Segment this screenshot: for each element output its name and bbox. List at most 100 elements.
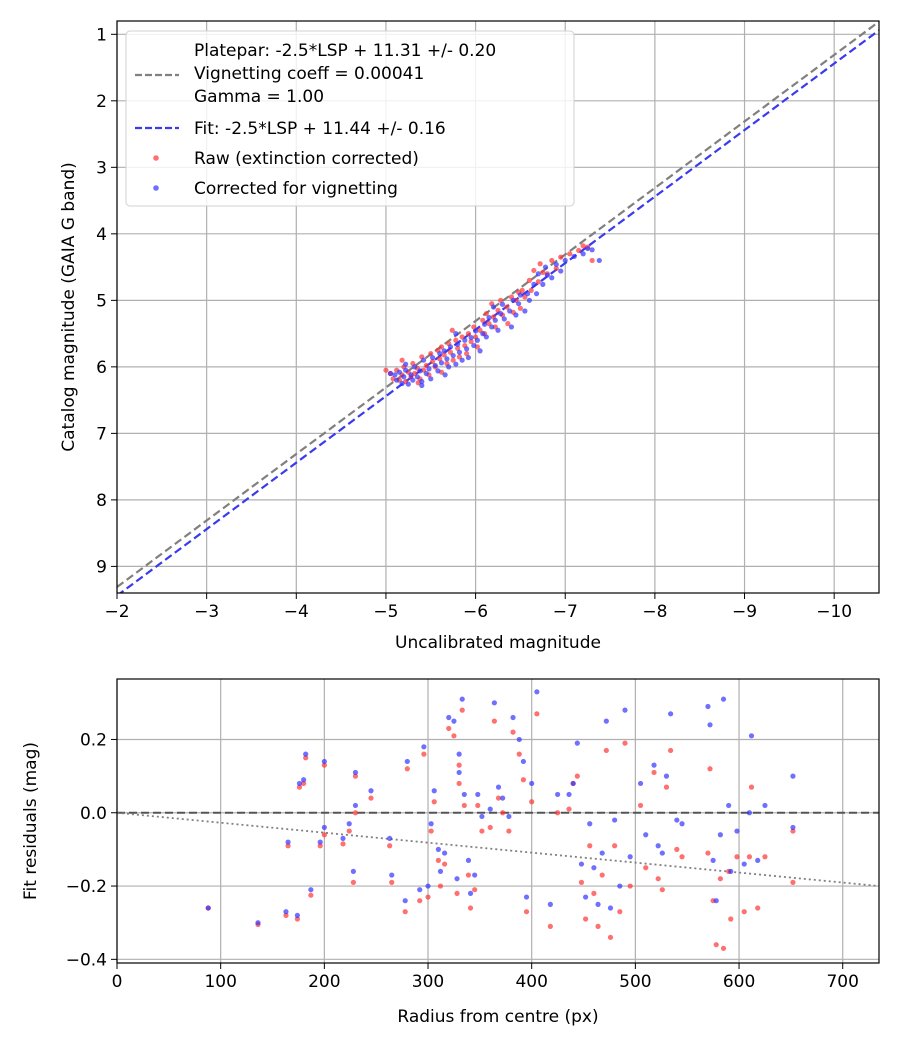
point-corrected-for-vignetting [417, 368, 423, 374]
x-tick-label: 300 [412, 972, 444, 992]
point-corrected-for-vignetting [462, 337, 468, 343]
point-corrected-for-vignetting [583, 894, 589, 900]
point-raw-extinction-corrected [607, 934, 614, 940]
point-corrected-for-vignetting [410, 377, 416, 383]
point-corrected-for-vignetting [423, 370, 429, 377]
point-raw-extinction-corrected [599, 872, 605, 878]
point-corrected-for-vignetting [389, 872, 395, 878]
point-corrected-for-vignetting [713, 898, 719, 904]
point-corrected-for-vignetting [441, 348, 447, 354]
x-tick-label: −5 [373, 602, 398, 622]
point-corrected-for-vignetting [428, 376, 434, 382]
point-raw-extinction-corrected [468, 338, 474, 345]
y-tick-label: 4 [96, 225, 107, 245]
point-raw-extinction-corrected [480, 317, 486, 323]
x-tick-label: −4 [284, 602, 309, 622]
point-corrected-for-vignetting [350, 868, 356, 874]
point-corrected-for-vignetting [461, 791, 467, 798]
legend-label-platepar: Platepar: -2.5*LSP + 11.31 +/- 0.20 [194, 41, 496, 61]
point-corrected-for-vignetting [490, 304, 497, 310]
x-tick-label: −2 [104, 602, 129, 622]
point-raw-extinction-corrected [547, 923, 553, 929]
point-corrected-for-vignetting [501, 316, 507, 322]
point-raw-extinction-corrected [321, 832, 327, 838]
point-raw-extinction-corrected [558, 254, 564, 260]
point-corrected-for-vignetting [472, 872, 478, 878]
y-tick-label: 0.0 [80, 804, 107, 824]
point-raw-extinction-corrected [475, 802, 481, 809]
point-raw-extinction-corrected [576, 247, 582, 254]
point-corrected-for-vignetting [394, 377, 400, 383]
point-corrected-for-vignetting [321, 758, 327, 765]
point-corrected-for-vignetting [450, 352, 456, 359]
point-raw-extinction-corrected [285, 843, 291, 849]
point-raw-extinction-corrected [713, 942, 719, 948]
point-corrected-for-vignetting [396, 369, 402, 375]
point-corrected-for-vignetting [612, 817, 618, 823]
point-corrected-for-vignetting [480, 331, 486, 337]
point-raw-extinction-corrected [578, 879, 585, 885]
point-corrected-for-vignetting [499, 301, 506, 307]
point-raw-extinction-corrected [531, 267, 537, 274]
point-corrected-for-vignetting [492, 317, 498, 323]
point-raw-extinction-corrected [707, 766, 713, 772]
legend-box [125, 30, 575, 207]
point-raw-extinction-corrected [442, 861, 448, 867]
point-corrected-for-vignetting [574, 740, 580, 746]
point-corrected-for-vignetting [558, 268, 564, 274]
point-corrected-for-vignetting [637, 780, 644, 787]
y-tick-label: 7 [96, 424, 107, 444]
point-raw-extinction-corrected [301, 780, 307, 787]
point-corrected-for-vignetting [710, 857, 716, 863]
point-corrected-for-vignetting [679, 821, 685, 827]
point-corrected-for-vignetting [429, 354, 436, 361]
bottom-x-axis-label: Radius from centre (px) [397, 1007, 598, 1027]
point-corrected-for-vignetting [741, 861, 747, 867]
point-raw-extinction-corrected [303, 755, 309, 761]
point-raw-extinction-corrected [534, 711, 540, 717]
point-corrected-for-vignetting [487, 806, 493, 812]
point-corrected-for-vignetting [566, 791, 572, 798]
point-raw-extinction-corrected [728, 916, 734, 922]
point-raw-extinction-corrected [674, 846, 680, 853]
point-corrected-for-vignetting [285, 839, 291, 845]
point-corrected-for-vignetting [479, 813, 485, 820]
point-raw-extinction-corrected [734, 854, 740, 860]
point-raw-extinction-corrected [294, 916, 300, 922]
point-corrected-for-vignetting [432, 362, 438, 369]
point-corrected-for-vignetting [435, 846, 441, 853]
point-raw-extinction-corrected [487, 824, 493, 831]
point-raw-extinction-corrected [663, 784, 670, 790]
point-raw-extinction-corrected [717, 876, 723, 882]
line-fit [118, 29, 879, 593]
point-corrected-for-vignetting [790, 824, 796, 831]
y-tick-label: −0.2 [66, 877, 107, 897]
point-corrected-for-vignetting [746, 810, 753, 816]
bottom-axes-frame [116, 678, 880, 964]
point-corrected-for-vignetting [553, 261, 559, 268]
point-corrected-for-vignetting [419, 378, 425, 385]
point-corrected-for-vignetting [414, 374, 420, 380]
point-raw-extinction-corrected [580, 243, 586, 249]
point-raw-extinction-corrected [755, 905, 761, 911]
point-raw-extinction-corrected [437, 356, 443, 362]
point-raw-extinction-corrected [668, 747, 674, 754]
point-corrected-for-vignetting [578, 861, 585, 867]
point-corrected-for-vignetting [524, 291, 531, 297]
legend-swatch-raw [153, 155, 159, 161]
point-corrected-for-vignetting [465, 857, 472, 863]
bottom-ticks: 0 100 200 300 400 500 600 700 −0.4 −0.2 0.0 0.2 [66, 730, 859, 992]
point-corrected-for-vignetting [352, 802, 359, 809]
bottom-points [205, 689, 796, 951]
point-corrected-for-vignetting [420, 357, 427, 363]
point-raw-extinction-corrected [529, 799, 535, 805]
x-tick-label: −3 [194, 602, 219, 622]
point-corrected-for-vignetting [435, 368, 441, 374]
point-raw-extinction-corrected [449, 327, 455, 333]
point-corrected-for-vignetting [471, 342, 477, 349]
point-corrected-for-vignetting [308, 887, 314, 893]
point-corrected-for-vignetting [495, 784, 502, 790]
point-raw-extinction-corrected [549, 257, 555, 264]
point-raw-extinction-corrected [506, 828, 512, 834]
point-raw-extinction-corrected [526, 277, 532, 283]
